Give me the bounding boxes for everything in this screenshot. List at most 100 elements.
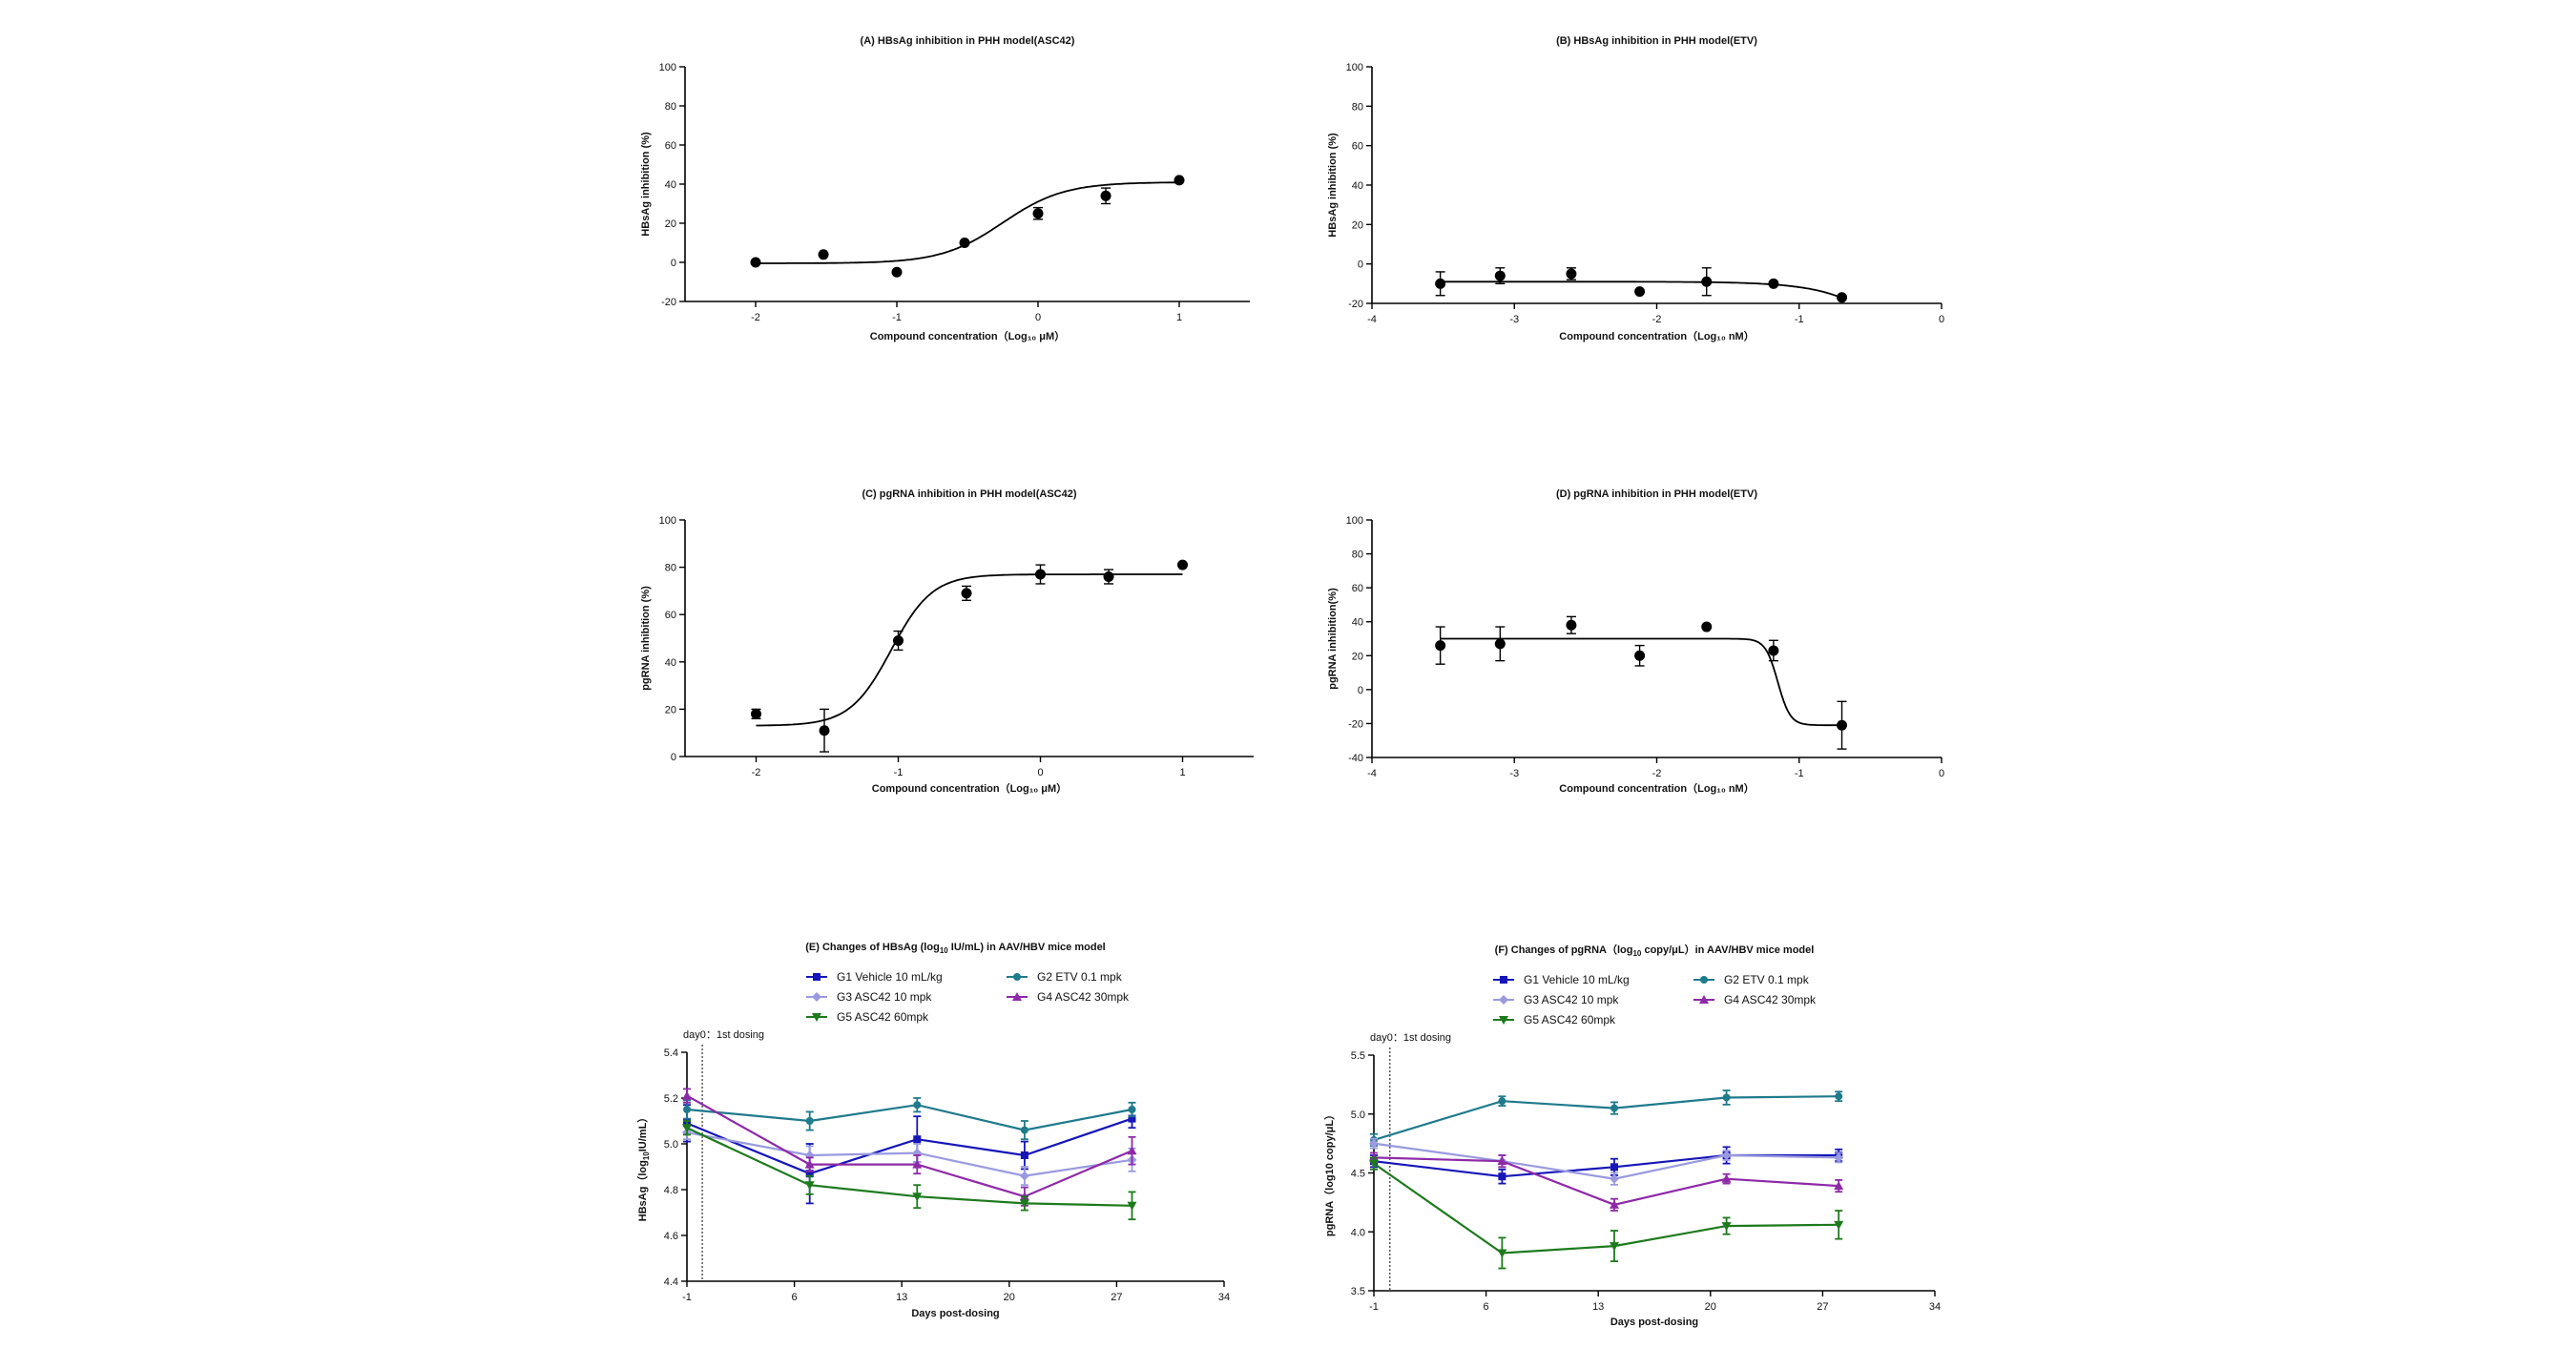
y-tick-label: 40 — [665, 179, 676, 191]
x-tick-label: -1 — [1369, 1301, 1379, 1313]
y-axis-label: pgRNA（log10 copy/μL） — [1323, 1110, 1336, 1236]
legend-item: G4 ASC42 30mpk — [1693, 993, 1817, 1006]
x-tick-label: 1 — [1176, 312, 1182, 323]
y-tick-label: 4.6 — [664, 1231, 678, 1242]
data-point — [1610, 1104, 1618, 1112]
x-tick-label: -2 — [1652, 768, 1662, 779]
legend-label: G4 ASC42 30mpk — [1724, 993, 1817, 1006]
x-axis-label: Compound concentration（Log₁₀ μM） — [872, 782, 1067, 795]
data-point — [750, 257, 761, 268]
y-tick-label: 20 — [665, 218, 676, 230]
data-point — [1494, 638, 1506, 650]
y-tick-label: 100 — [1346, 515, 1363, 527]
panel-d: (D) pgRNA inhibition in PHH model(ETV) -4… — [1327, 488, 1944, 795]
data-point — [682, 1124, 692, 1133]
y-axis-label: HBsAg inhibition (%) — [640, 132, 652, 237]
legend-label: G2 ETV 0.1 mpk — [1724, 973, 1810, 986]
y-tick-label: 80 — [1352, 101, 1363, 113]
data-point — [913, 1101, 922, 1110]
x-axis-label: Compound concentration（Log₁₀ nM） — [1559, 330, 1754, 342]
data-point — [913, 1135, 922, 1144]
y-tick-label: 0 — [671, 258, 676, 269]
data-point — [1127, 1201, 1137, 1211]
y-tick-label: 0 — [1358, 685, 1363, 696]
data-point — [683, 1106, 691, 1113]
legend-marker — [1012, 992, 1022, 1001]
panel-b: (B) HBsAg inhibition in PHH model(ETV) -2… — [1327, 35, 1944, 342]
data-point — [1020, 1126, 1028, 1134]
series-line — [1373, 1142, 1839, 1180]
data-point — [1837, 719, 1848, 731]
data-point — [1566, 268, 1577, 280]
legend-label: G1 Vehicle 10 mL/kg — [1524, 973, 1630, 986]
legend-marker — [813, 973, 821, 981]
data-point — [1610, 1199, 1619, 1209]
data-point — [1103, 571, 1114, 583]
fit-curve — [756, 181, 1179, 264]
x-tick-label: -2 — [1652, 314, 1662, 325]
x-tick-label: 27 — [1817, 1301, 1828, 1313]
data-point — [1834, 1181, 1844, 1191]
data-point — [1020, 1151, 1028, 1159]
x-tick-label: 20 — [1705, 1301, 1716, 1313]
series-g4 — [682, 1088, 1137, 1207]
data-point — [1498, 1172, 1506, 1181]
legend-label: G5 ASC42 60mpk — [837, 1010, 929, 1024]
series-g4 — [1369, 1151, 1844, 1212]
series-line — [686, 1130, 1132, 1177]
data-point — [1722, 1093, 1731, 1102]
chart-title: (A) HBsAg inhibition in PHH model(ASC42) — [861, 35, 1075, 47]
x-tick-label: -3 — [1509, 314, 1519, 325]
y-axis-label: pgRNA inhibition(%) — [1327, 588, 1339, 690]
data-point — [1634, 286, 1646, 298]
legend-marker — [1699, 995, 1709, 1004]
data-point — [1835, 1092, 1843, 1101]
y-tick-label: 5.5 — [1351, 1050, 1365, 1062]
series-line — [1373, 1156, 1839, 1206]
series-line — [686, 1094, 1132, 1198]
chart-title: (B) HBsAg inhibition in PHH model(ETV) — [1556, 35, 1757, 47]
y-tick-label: 60 — [665, 140, 676, 152]
x-tick-label: 0 — [1939, 768, 1944, 779]
data-point — [1035, 569, 1046, 580]
y-tick-label: 0 — [1358, 259, 1363, 271]
y-tick-label: 20 — [1352, 651, 1363, 662]
series-g3 — [682, 1124, 1137, 1187]
legend-label: G4 ASC42 30mpk — [1037, 990, 1130, 1004]
x-tick-label: -3 — [1509, 768, 1519, 779]
x-tick-label: -2 — [752, 767, 761, 778]
y-tick-label: 100 — [659, 62, 676, 73]
data-point — [1721, 1173, 1732, 1183]
data-point — [1498, 1097, 1506, 1106]
legend-label: G1 Vehicle 10 mL/kg — [837, 970, 943, 984]
y-axis-label: pgRNA inhibition (%) — [640, 586, 652, 691]
series-g2 — [1370, 1089, 1843, 1147]
data-point — [1369, 1159, 1379, 1169]
data-point — [1834, 1152, 1844, 1163]
y-tick-label: 60 — [665, 610, 676, 621]
series-g3 — [1369, 1137, 1844, 1186]
x-tick-label: 0 — [1035, 312, 1041, 323]
y-tick-label: 5.0 — [1351, 1110, 1365, 1121]
x-tick-label: 6 — [792, 1292, 798, 1303]
x-tick-label: -1 — [1795, 314, 1804, 325]
y-tick-label: -20 — [1348, 718, 1363, 730]
data-point — [1019, 1171, 1029, 1181]
chart-title: (F) Changes of pgRNA（log10 copy/μL）in AA… — [1495, 944, 1815, 958]
data-point — [1721, 1150, 1732, 1160]
series-g5 — [682, 1120, 1137, 1221]
y-tick-label: 4.0 — [1351, 1227, 1365, 1238]
y-tick-label: -40 — [1348, 753, 1363, 764]
x-axis-label: Compound concentration（Log₁₀ nM） — [1559, 782, 1754, 795]
panel-e: (E) Changes of HBsAg (log10 IU/mL) in AA… — [636, 942, 1230, 1319]
y-tick-label: 4.8 — [664, 1185, 678, 1196]
legend-label: G5 ASC42 60mpk — [1524, 1013, 1616, 1027]
y-tick-label: 80 — [665, 563, 676, 574]
fit-curve — [1440, 637, 1842, 727]
day0-annotation: day0：1st dosing — [1370, 1032, 1451, 1044]
y-tick-label: 60 — [1352, 141, 1363, 153]
y-tick-label: 0 — [671, 752, 676, 763]
data-point — [751, 708, 761, 719]
legend-item: G4 ASC42 30mpk — [1007, 990, 1130, 1004]
data-point — [1369, 1138, 1379, 1149]
